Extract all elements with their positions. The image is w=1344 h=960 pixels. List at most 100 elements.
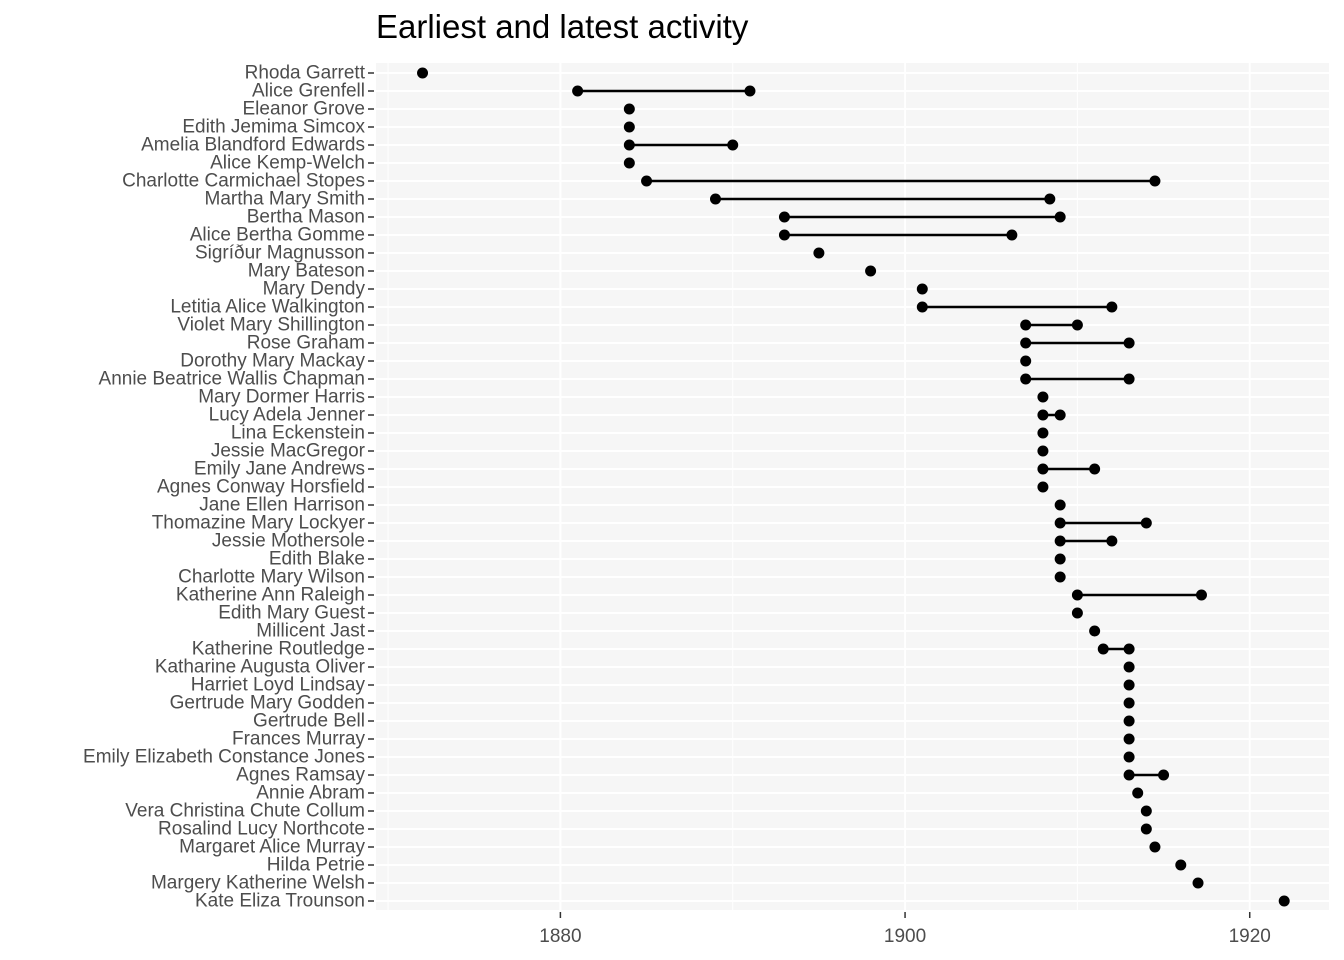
y-tick-label: Gertrude Bell	[253, 711, 365, 732]
y-tick-label: Mary Dendy	[263, 279, 366, 300]
start-point	[1020, 319, 1032, 331]
y-tick-label: Millicent Jast	[256, 621, 365, 642]
start-point	[778, 229, 790, 241]
y-tick-label: Gertrude Mary Godden	[170, 693, 365, 714]
y-tick-label: Violet Mary Shillington	[177, 315, 365, 336]
start-point	[1037, 391, 1049, 403]
end-point	[727, 139, 739, 151]
y-tick-label: Bertha Mason	[247, 207, 365, 228]
start-point	[1140, 823, 1152, 835]
y-tick-label: Jessie MacGregor	[211, 441, 366, 462]
y-tick-label: Charlotte Mary Wilson	[178, 567, 365, 588]
start-point	[1123, 715, 1135, 727]
start-point	[623, 157, 635, 169]
end-point	[1140, 517, 1152, 529]
start-point	[572, 85, 584, 97]
y-tick-label: Rose Graham	[247, 333, 365, 354]
x-tick-label: 1900	[884, 926, 926, 947]
y-tick-label: Lucy Adela Jenner	[209, 405, 366, 426]
y-tick-label: Edith Blake	[269, 549, 365, 570]
y-tick-label: Lina Eckenstein	[231, 423, 365, 444]
start-point	[1192, 877, 1204, 889]
y-tick-label: Charlotte Carmichael Stopes	[122, 171, 365, 192]
x-tick-label: 1920	[1229, 926, 1271, 947]
end-point	[1158, 769, 1170, 781]
start-point	[1097, 643, 1109, 655]
y-tick-label: Rhoda Garrett	[245, 63, 366, 84]
y-tick-label: Jessie Mothersole	[212, 531, 365, 552]
y-tick-label: Edith Jemima Simcox	[182, 117, 365, 138]
start-point	[916, 301, 928, 313]
start-point	[1054, 571, 1066, 583]
y-tick-label: Eleanor Grove	[242, 99, 365, 120]
y-tick-label: Alice Bertha Gomme	[190, 225, 365, 246]
start-point	[1278, 895, 1290, 907]
y-tick-label: Emily Jane Andrews	[194, 459, 365, 480]
y-tick-label: Kate Eliza Trounson	[195, 891, 365, 912]
y-tick-label: Alice Kemp-Welch	[210, 153, 365, 174]
end-point	[1071, 319, 1083, 331]
start-point	[1020, 373, 1032, 385]
end-point	[1123, 373, 1135, 385]
start-point	[709, 193, 721, 205]
y-tick-label: Annie Beatrice Wallis Chapman	[99, 369, 365, 390]
start-point	[623, 121, 635, 133]
y-tick-label: Emily Elizabeth Constance Jones	[83, 747, 365, 768]
y-tick-label: Sigríður Magnusson	[195, 243, 365, 264]
end-point	[1089, 463, 1101, 475]
start-point	[623, 103, 635, 115]
y-tick-label: Dorothy Mary Mackay	[180, 351, 365, 372]
start-point	[1054, 535, 1066, 547]
end-point	[1054, 409, 1066, 421]
y-tick-label: Hilda Petrie	[267, 855, 365, 876]
start-point	[1037, 463, 1049, 475]
end-point	[1149, 175, 1161, 187]
start-point	[1037, 481, 1049, 493]
start-point	[1123, 751, 1135, 763]
start-point	[1054, 517, 1066, 529]
y-tick-label: Mary Dormer Harris	[198, 387, 365, 408]
chart-title: Earliest and latest activity	[376, 8, 749, 45]
start-point	[1054, 499, 1066, 511]
end-point	[1106, 535, 1118, 547]
start-point	[1123, 679, 1135, 691]
y-tick-label: Martha Mary Smith	[205, 189, 365, 210]
x-tick-label: 1880	[539, 926, 581, 947]
start-point	[1149, 841, 1161, 853]
end-point	[1106, 301, 1118, 313]
start-point	[1175, 859, 1187, 871]
end-point	[1044, 193, 1056, 205]
y-tick-label: Harriet Loyd Lindsay	[191, 675, 366, 696]
y-tick-label: Agnes Conway Horsfield	[157, 477, 365, 498]
y-tick-label: Katherine Ann Raleigh	[176, 585, 365, 606]
y-tick-label: Frances Murray	[232, 729, 366, 750]
start-point	[641, 175, 653, 187]
start-point	[1037, 427, 1049, 439]
y-tick-label: Margery Katherine Welsh	[151, 873, 365, 894]
y-tick-label: Thomazine Mary Lockyer	[152, 513, 366, 534]
y-tick-label: Jane Ellen Harrison	[199, 495, 365, 516]
y-tick-label: Alice Grenfell	[252, 81, 365, 102]
y-tick-label: Katharine Augusta Oliver	[155, 657, 366, 678]
start-point	[916, 283, 928, 295]
start-point	[1123, 733, 1135, 745]
start-point	[1020, 355, 1032, 367]
start-point	[1132, 787, 1144, 799]
y-tick-label: Agnes Ramsay	[236, 765, 365, 786]
y-tick-label: Amelia Blandford Edwards	[141, 135, 365, 156]
start-point	[778, 211, 790, 223]
start-point	[865, 265, 877, 277]
end-point	[1006, 229, 1018, 241]
y-tick-label: Letitia Alice Walkington	[170, 297, 365, 318]
end-point	[744, 85, 756, 97]
y-tick-label: Margaret Alice Murray	[179, 837, 365, 858]
start-point	[1037, 409, 1049, 421]
y-tick-label: Vera Christina Chute Collum	[125, 801, 365, 822]
start-point	[1123, 661, 1135, 673]
start-point	[813, 247, 825, 259]
end-point	[1123, 643, 1135, 655]
start-point	[1123, 769, 1135, 781]
start-point	[1140, 805, 1152, 817]
end-point	[1195, 589, 1207, 601]
